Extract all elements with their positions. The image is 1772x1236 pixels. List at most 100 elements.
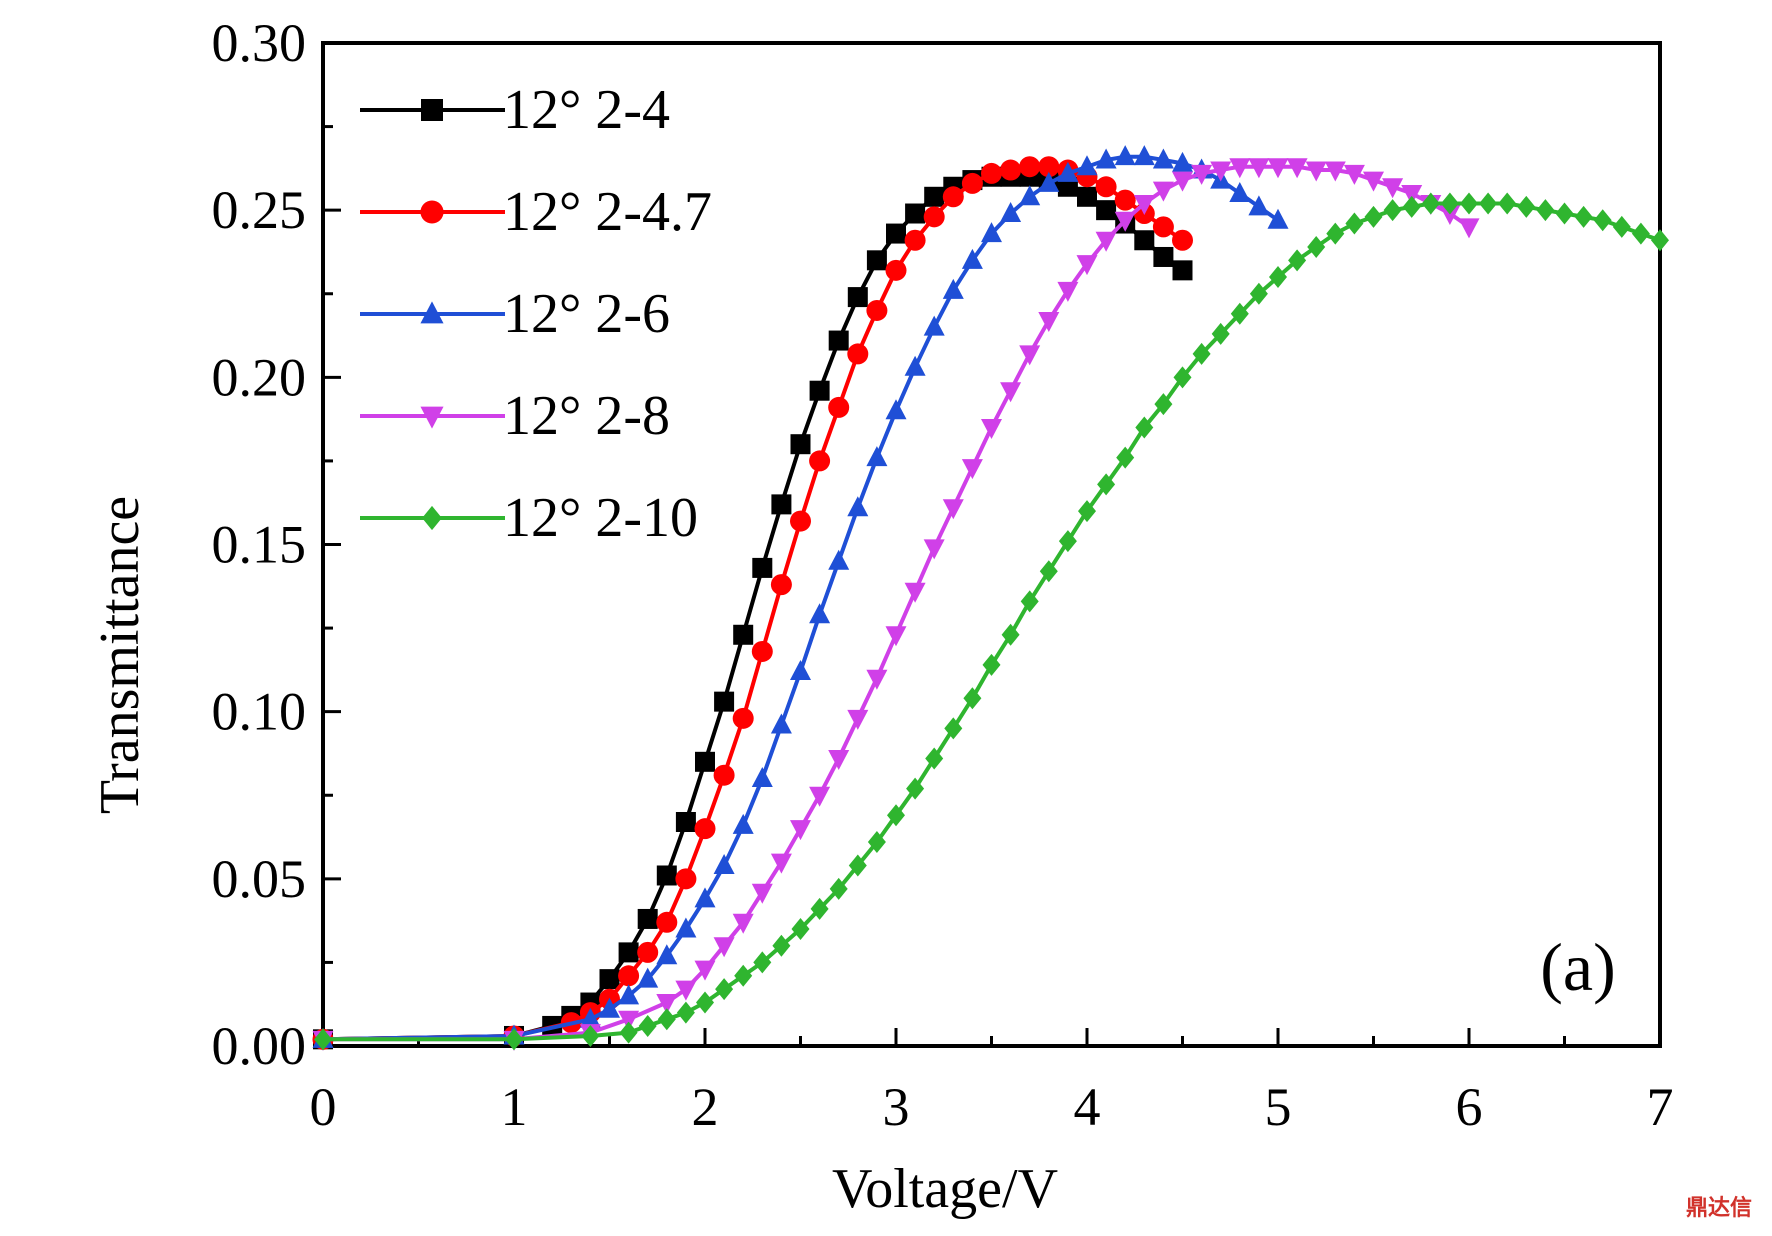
- data-point-diamond: [1078, 500, 1096, 523]
- data-point-triangle-up: [732, 813, 754, 834]
- data-point-triangle-up: [1248, 195, 1270, 216]
- data-point-diamond: [696, 991, 714, 1014]
- data-point-circle: [770, 574, 792, 596]
- y-axis-label: Transmittance: [89, 496, 151, 814]
- data-point-triangle-down: [1057, 281, 1079, 302]
- data-point-triangle-up: [675, 917, 697, 938]
- y-tick-label: 0.00: [212, 1016, 307, 1076]
- series-3: [312, 145, 1289, 1048]
- data-point-diamond: [944, 717, 963, 740]
- data-point-circle: [656, 911, 678, 933]
- series-line: [323, 164, 1471, 1042]
- data-point-diamond: [619, 1021, 638, 1044]
- data-point-triangle-up: [1152, 148, 1174, 169]
- data-point-triangle-up: [618, 984, 640, 1005]
- data-point-circle: [809, 450, 831, 472]
- data-point-triangle-up: [751, 767, 773, 788]
- data-point-diamond: [1536, 199, 1555, 222]
- y-tick-label: 0.10: [212, 682, 307, 742]
- data-point-circle: [981, 162, 1002, 184]
- data-point-triangle-up: [420, 301, 444, 324]
- data-point-diamond: [1230, 302, 1249, 325]
- panel-label: (a): [1540, 929, 1615, 1005]
- data-point-circle: [1095, 176, 1117, 198]
- data-point-triangle-down: [1172, 171, 1193, 192]
- data-point-circle: [675, 868, 697, 890]
- data-point-circle: [885, 259, 907, 281]
- data-point-triangle-down: [866, 669, 888, 690]
- data-point-diamond: [1555, 202, 1574, 225]
- data-point-square: [886, 223, 906, 244]
- legend-label: 12° 2-10: [503, 487, 698, 549]
- data-point-triangle-up: [1076, 155, 1098, 176]
- data-point-triangle-down: [1382, 178, 1404, 199]
- data-point-diamond: [1460, 192, 1478, 215]
- data-point-diamond: [734, 964, 753, 987]
- data-point-diamond: [1173, 366, 1192, 389]
- y-tick-label: 0.30: [212, 13, 307, 73]
- data-point-square: [637, 908, 658, 929]
- data-point-triangle-up: [1114, 145, 1136, 166]
- data-point-triangle-up: [1038, 171, 1060, 192]
- data-point-diamond: [791, 917, 810, 940]
- data-point-diamond: [1097, 473, 1116, 496]
- data-point-diamond: [1612, 215, 1631, 238]
- data-point-diamond: [638, 1014, 657, 1037]
- legend-label: 12° 2-6: [503, 283, 670, 345]
- legend-label: 12° 2-4.7: [503, 181, 712, 243]
- data-point-diamond: [925, 747, 944, 770]
- data-point-diamond: [505, 1028, 523, 1051]
- data-point-triangle-down: [1076, 255, 1098, 276]
- data-point-circle: [847, 343, 869, 365]
- x-axis-label: Voltage/V: [832, 1158, 1058, 1220]
- data-point-diamond: [1326, 222, 1345, 245]
- data-point-circle: [1038, 156, 1060, 178]
- data-point-diamond: [1364, 205, 1383, 228]
- data-point-triangle-down: [790, 820, 811, 841]
- legend-item-4: 12° 2-8: [360, 385, 670, 447]
- data-point-triangle-down: [1133, 194, 1155, 215]
- data-point-triangle-down: [751, 883, 773, 904]
- data-point-circle: [1000, 159, 1022, 181]
- data-point-square: [421, 99, 443, 121]
- x-tick-label: 5: [1265, 1077, 1292, 1137]
- x-tick-label: 2: [692, 1077, 719, 1137]
- series-2: [312, 156, 1193, 1050]
- data-point-square: [618, 942, 639, 963]
- data-point-triangle-down: [1000, 382, 1022, 403]
- data-point-square: [733, 624, 754, 645]
- data-point-triangle-up: [923, 315, 945, 336]
- data-point-triangle-down: [1095, 231, 1117, 252]
- data-point-diamond: [1058, 530, 1077, 553]
- data-point-diamond: [422, 505, 442, 531]
- data-point-square: [847, 287, 868, 308]
- data-point-diamond: [1116, 446, 1135, 469]
- data-point-triangle-down: [1191, 164, 1213, 185]
- data-point-square: [924, 186, 945, 207]
- data-point-diamond: [982, 653, 1001, 676]
- data-point-triangle-down: [1458, 218, 1480, 239]
- data-point-triangle-down: [1114, 211, 1136, 232]
- x-tick-labels: 0 1 2 3 4 5 6 7: [310, 1077, 1674, 1137]
- data-point-diamond: [906, 777, 925, 800]
- data-point-circle: [866, 299, 888, 321]
- data-point-triangle-up: [1229, 181, 1251, 202]
- data-point-triangle-up: [579, 1007, 601, 1028]
- y-tick-label: 0.05: [212, 849, 307, 909]
- data-point-diamond: [1383, 199, 1402, 222]
- data-point-diamond: [657, 1008, 676, 1031]
- data-point-triangle-up: [1000, 202, 1022, 223]
- data-point-diamond: [829, 877, 848, 900]
- data-point-diamond: [1249, 282, 1268, 305]
- data-point-square: [1153, 246, 1174, 267]
- data-point-square: [1172, 260, 1193, 281]
- data-point-diamond: [1593, 209, 1612, 232]
- data-point-diamond: [1020, 590, 1039, 613]
- data-point-circle: [1114, 189, 1136, 211]
- data-point-square: [866, 250, 887, 271]
- data-point-triangle-down: [1439, 205, 1461, 226]
- watermark-logo: 鼎达信: [1685, 1196, 1752, 1221]
- data-point-diamond: [1440, 192, 1459, 215]
- axis-ticks: [321, 41, 1662, 1048]
